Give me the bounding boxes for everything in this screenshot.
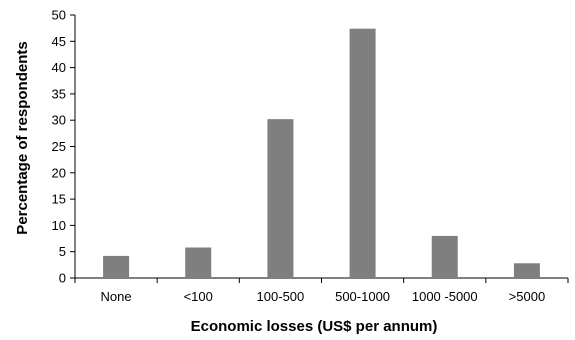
x-tick-label: 500-1000 xyxy=(335,289,390,304)
bars xyxy=(103,28,540,279)
y-axis: 0 5 10 15 20 25 30 35 40 45 50 xyxy=(52,8,76,286)
bar xyxy=(431,235,458,278)
y-tick-label: 45 xyxy=(52,34,66,49)
bar xyxy=(185,247,212,278)
x-tick-label: 1000 -5000 xyxy=(412,289,478,304)
bar xyxy=(267,119,294,278)
y-tick-label: 20 xyxy=(52,165,66,180)
x-tick-label: >5000 xyxy=(509,289,546,304)
x-axis: None <100 100-500 500-1000 1000 -5000 >5000 xyxy=(74,277,569,304)
y-tick-label: 0 xyxy=(59,271,66,286)
bar xyxy=(349,28,376,279)
x-tick-label: 100-500 xyxy=(257,289,305,304)
y-tick-label: 25 xyxy=(52,139,66,154)
x-ticks: None <100 100-500 500-1000 1000 -5000 >5000 xyxy=(74,278,569,304)
x-tick-label: <100 xyxy=(184,289,213,304)
y-tick-label: 5 xyxy=(59,244,66,259)
y-tick-label: 30 xyxy=(52,113,66,128)
y-tick-label: 15 xyxy=(52,192,66,207)
y-ticks: 0 5 10 15 20 25 30 35 40 45 50 xyxy=(52,8,75,286)
bar xyxy=(513,263,540,278)
bar xyxy=(103,255,130,278)
y-tick-label: 10 xyxy=(52,218,66,233)
x-tick-label: None xyxy=(101,289,132,304)
y-tick-label: 50 xyxy=(52,8,66,23)
y-tick-label: 40 xyxy=(52,60,66,75)
y-tick-label: 35 xyxy=(52,86,66,101)
x-axis-title: Economic losses (US$ per annum) xyxy=(191,318,438,335)
y-axis-title: Percentage of respondents xyxy=(14,41,31,234)
